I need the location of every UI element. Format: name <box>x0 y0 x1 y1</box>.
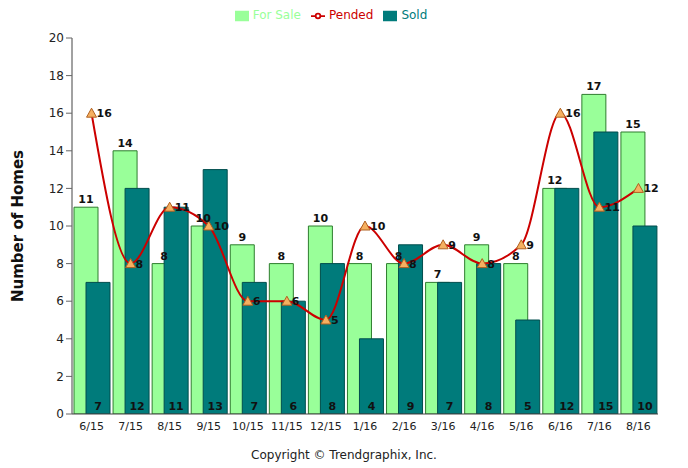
svg-text:1/16: 1/16 <box>353 420 378 433</box>
svg-text:9: 9 <box>407 400 415 413</box>
svg-text:10: 10 <box>370 220 386 233</box>
svg-text:8: 8 <box>329 400 337 413</box>
svg-text:6: 6 <box>253 295 261 308</box>
svg-text:11: 11 <box>175 201 190 214</box>
svg-text:6/16: 6/16 <box>548 420 573 433</box>
svg-text:12/15: 12/15 <box>310 420 342 433</box>
svg-text:5: 5 <box>524 400 532 413</box>
svg-text:8: 8 <box>395 250 403 263</box>
svg-text:10: 10 <box>49 219 64 233</box>
svg-text:7/16: 7/16 <box>587 420 612 433</box>
svg-text:11/15: 11/15 <box>271 420 303 433</box>
svg-text:5/16: 5/16 <box>509 420 534 433</box>
svg-text:12: 12 <box>547 174 562 187</box>
svg-text:20: 20 <box>49 31 64 45</box>
svg-text:12: 12 <box>49 182 64 196</box>
svg-text:0: 0 <box>56 407 64 421</box>
svg-text:16: 16 <box>565 107 581 120</box>
svg-text:10: 10 <box>313 212 329 225</box>
svg-text:8: 8 <box>485 400 493 413</box>
svg-text:9: 9 <box>448 239 456 252</box>
svg-text:10: 10 <box>637 400 653 413</box>
svg-text:3/16: 3/16 <box>431 420 456 433</box>
svg-text:16: 16 <box>97 107 113 120</box>
svg-text:15: 15 <box>598 400 613 413</box>
svg-text:11: 11 <box>604 201 619 214</box>
svg-text:7: 7 <box>250 400 258 413</box>
svg-text:9/15: 9/15 <box>196 420 221 433</box>
svg-text:6: 6 <box>292 295 300 308</box>
svg-text:8: 8 <box>356 250 364 263</box>
svg-text:8: 8 <box>512 250 520 263</box>
svg-text:16: 16 <box>49 106 64 120</box>
svg-text:6: 6 <box>290 400 298 413</box>
svg-text:10: 10 <box>214 220 230 233</box>
svg-text:7: 7 <box>94 400 102 413</box>
svg-text:8: 8 <box>487 258 495 271</box>
svg-text:4/16: 4/16 <box>470 420 495 433</box>
svg-text:11: 11 <box>78 193 93 206</box>
html-text:For Sale: For Sale <box>252 8 301 22</box>
svg-text:8: 8 <box>160 250 168 263</box>
svg-text:9: 9 <box>526 239 534 252</box>
svg-text:13: 13 <box>208 400 223 413</box>
svg-text:18: 18 <box>49 69 64 83</box>
svg-text:10: 10 <box>196 212 212 225</box>
svg-text:14: 14 <box>117 137 133 150</box>
svg-text:17: 17 <box>586 80 601 93</box>
svg-text:8/16: 8/16 <box>626 420 651 433</box>
svg-text:2/16: 2/16 <box>392 420 417 433</box>
svg-text:8: 8 <box>409 258 417 271</box>
svg-text:12: 12 <box>643 182 658 195</box>
svg-text:12: 12 <box>129 400 144 413</box>
html-text:Copyright © Trendgraphix, Inc.: Copyright © Trendgraphix, Inc. <box>251 448 437 462</box>
svg-text:4: 4 <box>56 332 64 346</box>
svg-text:8/15: 8/15 <box>157 420 182 433</box>
svg-text:7: 7 <box>434 268 442 281</box>
svg-text:9: 9 <box>473 231 481 244</box>
svg-text:15: 15 <box>625 118 640 131</box>
html-text:Pended: Pended <box>329 8 374 22</box>
svg-text:Number of Homes: Number of Homes <box>9 150 27 302</box>
svg-text:11: 11 <box>168 400 183 413</box>
svg-text:14: 14 <box>49 144 64 158</box>
html-text:Sold: Sold <box>401 8 428 22</box>
svg-text:5: 5 <box>331 314 339 327</box>
svg-text:12: 12 <box>559 400 574 413</box>
svg-text:8: 8 <box>56 257 64 271</box>
svg-text:7: 7 <box>446 400 454 413</box>
svg-text:8: 8 <box>136 258 144 271</box>
svg-text:10/15: 10/15 <box>232 420 264 433</box>
svg-text:6: 6 <box>56 294 64 308</box>
svg-text:7/15: 7/15 <box>118 420 143 433</box>
svg-text:8: 8 <box>278 250 286 263</box>
svg-text:2: 2 <box>56 370 64 384</box>
svg-text:9: 9 <box>238 231 246 244</box>
svg-text:6/15: 6/15 <box>79 420 104 433</box>
svg-text:4: 4 <box>368 400 376 413</box>
